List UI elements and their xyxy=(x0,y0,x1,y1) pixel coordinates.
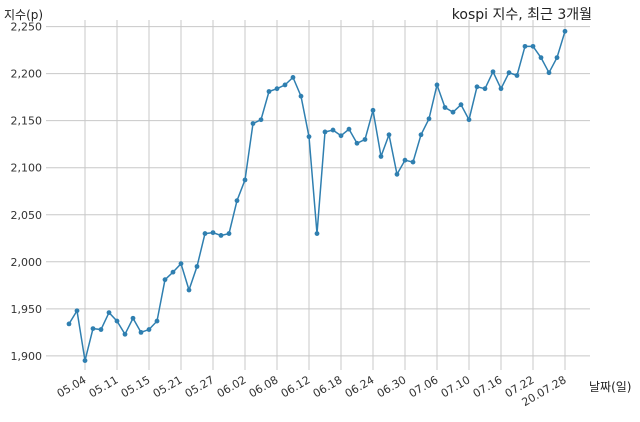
data-point xyxy=(386,132,392,138)
y-tick-label: 2,250 xyxy=(11,21,43,34)
data-point xyxy=(490,69,496,75)
data-point xyxy=(98,327,104,332)
x-tick-label: 07.16 xyxy=(471,373,505,400)
data-point xyxy=(186,287,192,293)
x-tick-label: 06.08 xyxy=(247,373,281,400)
data-point xyxy=(218,233,224,238)
data-point xyxy=(370,107,376,113)
x-tick-label: 06.12 xyxy=(279,373,313,400)
x-tick-label: 05.11 xyxy=(87,373,121,400)
series-line xyxy=(68,31,566,361)
data-point xyxy=(346,126,352,132)
data-point xyxy=(258,117,264,123)
data-point xyxy=(146,327,152,332)
data-point xyxy=(290,74,296,80)
y-axis-label: 지수(p) xyxy=(4,8,44,22)
x-tick-label: 06.30 xyxy=(375,373,409,400)
data-point xyxy=(450,109,456,115)
data-point xyxy=(330,127,336,133)
data-point xyxy=(154,318,160,324)
data-point xyxy=(114,318,120,324)
data-point xyxy=(522,43,528,49)
data-point xyxy=(90,326,96,332)
data-point xyxy=(546,70,552,76)
data-point xyxy=(466,117,472,123)
data-point xyxy=(226,231,232,236)
data-point xyxy=(122,331,128,337)
x-axis-label: 날짜(일) xyxy=(589,380,632,394)
x-tick-label: 05.15 xyxy=(119,373,153,400)
x-tick-label: 06.24 xyxy=(343,373,377,400)
data-point xyxy=(178,261,184,267)
data-point xyxy=(530,43,536,49)
data-point xyxy=(130,315,136,321)
data-point xyxy=(322,129,328,135)
data-point xyxy=(410,159,416,165)
data-point xyxy=(482,86,488,92)
data-point xyxy=(402,157,408,163)
data-point xyxy=(458,102,464,108)
y-tick-label: 1,950 xyxy=(11,303,43,316)
data-point xyxy=(66,321,72,327)
data-point xyxy=(362,137,368,142)
data-point xyxy=(506,70,512,76)
y-tick-label: 2,050 xyxy=(11,209,43,222)
data-point xyxy=(106,310,112,316)
data-point xyxy=(538,55,544,61)
data-point xyxy=(394,171,400,177)
y-tick-label: 2,200 xyxy=(11,68,43,81)
chart-title: kospi 지수, 최근 3개월 xyxy=(451,7,592,23)
data-point xyxy=(82,358,88,363)
data-point xyxy=(306,134,312,140)
data-point xyxy=(562,28,568,34)
y-tick-label: 2,000 xyxy=(11,256,43,269)
data-point xyxy=(194,264,200,269)
data-point xyxy=(74,308,80,314)
data-point xyxy=(442,105,448,110)
data-point xyxy=(474,84,480,90)
x-tick-label: 05.04 xyxy=(55,373,89,400)
data-point xyxy=(514,73,520,78)
y-tick-label: 1,900 xyxy=(11,350,43,363)
data-point xyxy=(434,82,440,88)
data-point xyxy=(138,329,144,335)
data-point xyxy=(282,82,288,88)
data-point xyxy=(426,116,432,122)
x-tick-label: 07.06 xyxy=(407,373,441,400)
data-point xyxy=(242,177,248,183)
data-point xyxy=(274,86,280,92)
data-point xyxy=(378,154,384,159)
data-point xyxy=(234,198,240,204)
y-tick-label: 2,100 xyxy=(11,162,43,175)
data-point xyxy=(314,231,320,236)
data-point xyxy=(418,132,424,138)
data-point xyxy=(210,230,216,236)
x-tick-label: 06.02 xyxy=(215,373,249,400)
data-point xyxy=(250,121,256,126)
data-point xyxy=(162,277,168,283)
data-point xyxy=(338,133,344,139)
data-point xyxy=(202,231,208,236)
data-point xyxy=(498,86,504,92)
data-point xyxy=(170,269,176,275)
data-point xyxy=(298,93,304,99)
y-tick-label: 2,150 xyxy=(11,115,43,128)
x-tick-label: 05.27 xyxy=(183,373,217,400)
data-point xyxy=(354,140,360,146)
data-point xyxy=(554,55,560,61)
x-tick-label: 06.18 xyxy=(311,373,345,400)
x-tick-label: 07.10 xyxy=(439,373,473,400)
x-tick-label: 05.21 xyxy=(151,373,185,400)
data-point xyxy=(266,89,272,94)
